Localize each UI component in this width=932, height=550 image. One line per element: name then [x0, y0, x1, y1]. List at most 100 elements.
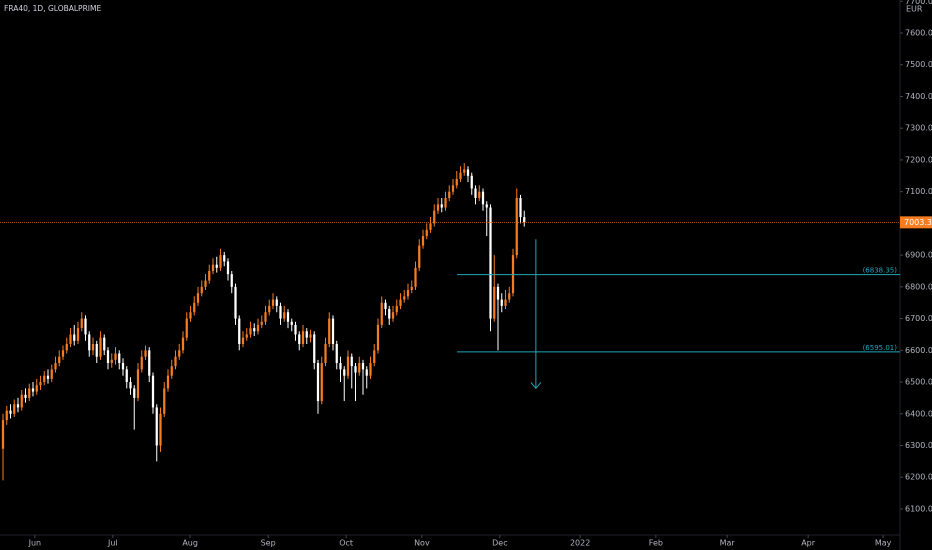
candle-body: [504, 299, 507, 306]
candle-body: [451, 185, 455, 192]
candle-body: [376, 324, 380, 351]
candle-body: [31, 388, 35, 392]
candle-body: [148, 350, 151, 376]
candle-body: [238, 318, 241, 344]
candle-body: [410, 286, 413, 291]
candle-body: [373, 350, 376, 364]
candle-body: [339, 363, 342, 370]
candle-body: [331, 318, 335, 344]
y-tick-label: 6600.00: [905, 346, 932, 355]
candle-body: [73, 334, 76, 341]
candle-body: [5, 410, 8, 421]
candle-body: [193, 302, 196, 313]
candle-body: [463, 169, 466, 173]
candle-body: [508, 293, 511, 300]
candle-body: [485, 204, 488, 208]
candle-body: [511, 255, 515, 294]
candle-body: [106, 350, 110, 364]
candle-body: [219, 255, 222, 268]
candle-body: [35, 385, 38, 392]
candle-body: [166, 375, 170, 389]
candle-body: [163, 388, 166, 414]
candle-body: [414, 267, 417, 287]
candle-body: [324, 343, 327, 364]
candle-body: [50, 369, 53, 379]
candle-body: [361, 363, 365, 370]
candle-body: [328, 318, 331, 344]
candle-body: [309, 334, 312, 338]
x-tick-label: Aug: [182, 539, 198, 548]
candle-body: [286, 312, 290, 322]
chart-title: FRA40, 1D, GLOBALPRIME: [4, 4, 101, 13]
candle-body: [58, 356, 61, 364]
candle-body: [350, 356, 353, 367]
candle-body: [433, 210, 436, 224]
candle-body: [80, 318, 83, 329]
candle-body: [444, 198, 447, 208]
candle-body: [481, 191, 485, 205]
candle-body: [241, 337, 245, 344]
candle-body: [129, 382, 132, 389]
candle-body: [178, 350, 181, 357]
candle-body: [268, 305, 271, 313]
candle-body: [140, 356, 143, 370]
y-tick-label: 6200.00: [905, 473, 932, 482]
candle-body: [46, 375, 50, 379]
candle-body: [478, 191, 481, 199]
candle-body: [519, 198, 522, 218]
last-price-label: 7003.30: [904, 218, 932, 227]
candle-body: [403, 296, 406, 300]
candle-body: [76, 328, 80, 341]
candle-body: [425, 229, 428, 237]
candle-body: [159, 413, 162, 446]
candle-body: [208, 270, 211, 281]
candle-body: [54, 363, 57, 370]
candle-body: [275, 299, 278, 306]
candle-body: [103, 337, 106, 351]
candle-body: [69, 334, 72, 344]
candle-body: [9, 410, 12, 414]
candle-body: [234, 286, 237, 319]
candle-body: [253, 328, 256, 332]
x-tick-label: Nov: [414, 539, 430, 548]
candle-body: [470, 175, 473, 189]
candle-body: [88, 334, 91, 351]
candle-body: [384, 302, 387, 310]
candle-body: [316, 363, 320, 402]
candle-body: [121, 363, 125, 370]
candle-body: [256, 324, 260, 332]
candle-body: [354, 366, 357, 373]
candle-body: [16, 404, 20, 408]
candle-body: [298, 334, 301, 344]
candle-body: [515, 198, 518, 256]
candle-body: [346, 356, 350, 376]
candle-body: [226, 261, 230, 275]
candle-body: [28, 388, 31, 398]
candle-body: [343, 369, 346, 376]
candle-body: [95, 343, 98, 357]
candle-body: [133, 388, 136, 398]
candle-body: [260, 321, 263, 325]
candle-body: [43, 375, 46, 383]
y-tick-label: 7300.00: [905, 124, 932, 133]
candle-body: [211, 264, 215, 271]
candle-body: [151, 375, 155, 408]
candle-body: [114, 353, 117, 360]
level-label: (6595.01): [863, 344, 898, 352]
x-tick-label: Apr: [801, 539, 816, 548]
candle-body: [305, 331, 308, 338]
candle-body: [406, 290, 410, 297]
candle-body: [196, 293, 200, 303]
candle-body: [283, 312, 286, 319]
y-tick-label: 6100.00: [905, 504, 932, 513]
y-tick-label: 6800.00: [905, 282, 932, 291]
x-tick-label: Sep: [261, 539, 276, 548]
candle-body: [358, 363, 361, 373]
x-tick-label: Oct: [339, 539, 353, 548]
y-tick-label: 7600.00: [905, 29, 932, 38]
candle-body: [436, 204, 440, 211]
candle-body: [223, 255, 226, 262]
candle-body: [294, 324, 297, 335]
